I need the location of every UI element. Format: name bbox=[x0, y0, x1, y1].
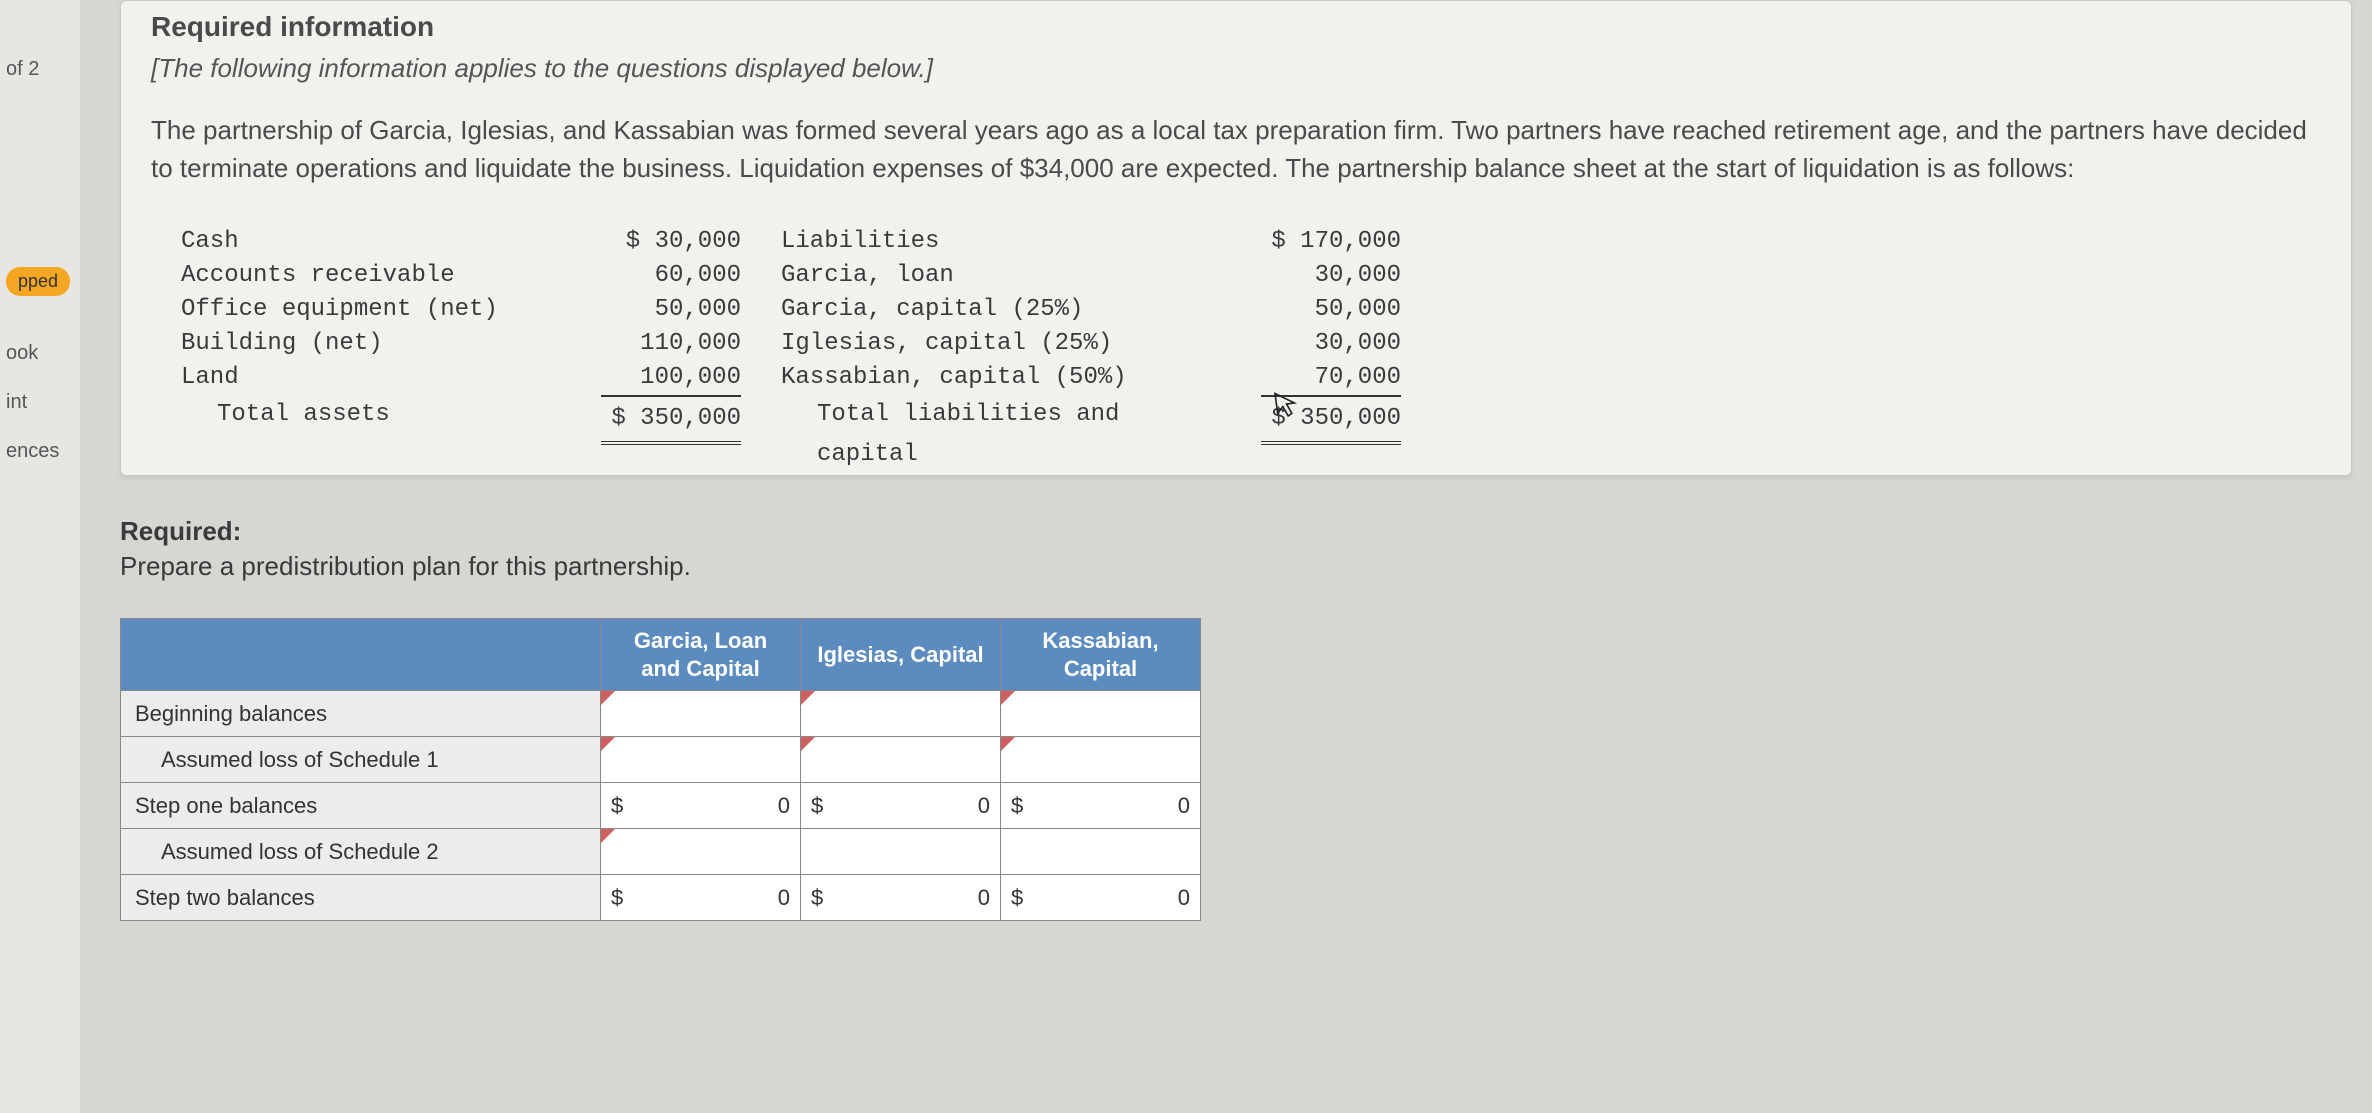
answer-cell-3-1[interactable] bbox=[801, 829, 1001, 875]
cell-value: 0 bbox=[623, 793, 790, 819]
cell-currency-symbol: $ bbox=[811, 793, 823, 819]
answer-cell-3-2[interactable] bbox=[1001, 829, 1201, 875]
answer-head-blank bbox=[121, 619, 601, 691]
cell-currency-symbol: $ bbox=[1011, 885, 1023, 911]
bs-liab-val-1: 30,000 bbox=[1221, 259, 1401, 293]
answer-cell-3-0[interactable] bbox=[601, 829, 801, 875]
bs-asset-label-1: Accounts receivable bbox=[181, 259, 561, 293]
sidebar-item-2[interactable]: ences bbox=[0, 432, 80, 471]
cell-value: 0 bbox=[823, 793, 990, 819]
bs-asset-label-2: Office equipment (net) bbox=[181, 293, 561, 327]
cell-currency-symbol: $ bbox=[611, 885, 623, 911]
main-content: Required information [The following info… bbox=[120, 0, 2352, 921]
bs-asset-label-0: Cash bbox=[181, 225, 561, 259]
required-label: Required: bbox=[120, 516, 2352, 547]
answer-cell-1-0[interactable] bbox=[601, 737, 801, 783]
answer-head-1: Iglesias, Capital bbox=[801, 619, 1001, 691]
answer-row-label-0: Beginning balances bbox=[121, 691, 601, 737]
answer-row-label-3: Assumed loss of Schedule 2 bbox=[121, 829, 601, 875]
sidebar-of2: of 2 bbox=[0, 50, 80, 89]
answer-cell-4-2[interactable]: $0 bbox=[1001, 875, 1201, 921]
bs-asset-label-4: Land bbox=[181, 361, 561, 395]
cell-marker-icon bbox=[801, 737, 815, 751]
bs-liab-label-3: Iglesias, capital (25%) bbox=[781, 327, 1221, 361]
cell-marker-icon bbox=[601, 829, 615, 843]
bs-liab-label-0: Liabilities bbox=[781, 225, 1221, 259]
sidebar-pill-wrap: pped bbox=[0, 259, 80, 304]
sidebar-item-1[interactable]: int bbox=[0, 383, 80, 422]
answer-cell-0-0[interactable] bbox=[601, 691, 801, 737]
bs-asset-val-3: 110,000 bbox=[561, 327, 741, 361]
answer-row-label-4: Step two balances bbox=[121, 875, 601, 921]
bs-liab-val-2: 50,000 bbox=[1221, 293, 1401, 327]
card-heading: Required information bbox=[151, 11, 2321, 43]
cell-value: 0 bbox=[823, 885, 990, 911]
bs-liab-val-3: 30,000 bbox=[1221, 327, 1401, 361]
answer-row-label-2: Step one balances bbox=[121, 783, 601, 829]
bs-liab-total-val-wrap: $ 350,000 bbox=[1221, 395, 1401, 435]
answer-head-0: Garcia, Loan and Capital bbox=[601, 619, 801, 691]
cell-marker-icon bbox=[1001, 691, 1015, 705]
cell-marker-icon bbox=[601, 737, 615, 751]
answer-cell-2-2[interactable]: $0 bbox=[1001, 783, 1201, 829]
cell-marker-icon bbox=[801, 691, 815, 705]
bs-asset-val-1: 60,000 bbox=[561, 259, 741, 293]
answer-cell-4-1[interactable]: $0 bbox=[801, 875, 1001, 921]
answer-cell-4-0[interactable]: $0 bbox=[601, 875, 801, 921]
cell-currency-symbol: $ bbox=[1011, 793, 1023, 819]
card-body: The partnership of Garcia, Iglesias, and… bbox=[151, 112, 2321, 187]
bs-liab-label-4: Kassabian, capital (50%) bbox=[781, 361, 1221, 395]
card-subtitle: [The following information applies to th… bbox=[151, 53, 2321, 84]
answer-cell-2-1[interactable]: $0 bbox=[801, 783, 1001, 829]
bs-asset-val-0: $ 30,000 bbox=[561, 225, 741, 259]
bs-asset-val-4: 100,000 bbox=[561, 361, 741, 395]
bs-liab-val-0: $ 170,000 bbox=[1221, 225, 1401, 259]
cell-marker-icon bbox=[1001, 737, 1015, 751]
cursor-icon bbox=[1273, 389, 1302, 427]
bs-liab-label-2: Garcia, capital (25%) bbox=[781, 293, 1221, 327]
bs-asset-total-label: Total assets bbox=[181, 395, 561, 435]
cell-value: 0 bbox=[623, 885, 790, 911]
sidebar: of 2 pped ook int ences bbox=[0, 0, 80, 1113]
required-block: Required: Prepare a predistribution plan… bbox=[120, 516, 2352, 921]
answer-row-label-1: Assumed loss of Schedule 1 bbox=[121, 737, 601, 783]
cell-value: 0 bbox=[1023, 885, 1190, 911]
sidebar-pill[interactable]: pped bbox=[6, 267, 70, 296]
answer-cell-1-2[interactable] bbox=[1001, 737, 1201, 783]
cell-marker-icon bbox=[601, 691, 615, 705]
sidebar-item-0[interactable]: ook bbox=[0, 334, 80, 373]
bs-liab-label-1: Garcia, loan bbox=[781, 259, 1221, 293]
required-text: Prepare a predistribution plan for this … bbox=[120, 551, 2352, 582]
bs-asset-total-val: $ 350,000 bbox=[601, 395, 741, 445]
bs-asset-val-2: 50,000 bbox=[561, 293, 741, 327]
cell-value: 0 bbox=[1023, 793, 1190, 819]
required-info-card: Required information [The following info… bbox=[120, 0, 2352, 476]
answer-table: Garcia, Loan and Capital Iglesias, Capit… bbox=[120, 618, 1201, 921]
answer-cell-0-2[interactable] bbox=[1001, 691, 1201, 737]
cell-currency-symbol: $ bbox=[811, 885, 823, 911]
bs-liab-total-label: Total liabilities and capital bbox=[781, 395, 1221, 435]
balance-sheet: Cash Accounts receivable Office equipmen… bbox=[151, 215, 2321, 445]
bs-asset-total-val-wrap: $ 350,000 bbox=[561, 395, 741, 435]
answer-cell-2-0[interactable]: $0 bbox=[601, 783, 801, 829]
answer-cell-0-1[interactable] bbox=[801, 691, 1001, 737]
answer-cell-1-1[interactable] bbox=[801, 737, 1001, 783]
bs-asset-label-3: Building (net) bbox=[181, 327, 561, 361]
answer-head-2: Kassabian, Capital bbox=[1001, 619, 1201, 691]
cell-currency-symbol: $ bbox=[611, 793, 623, 819]
bs-liab-val-4: 70,000 bbox=[1221, 361, 1401, 395]
